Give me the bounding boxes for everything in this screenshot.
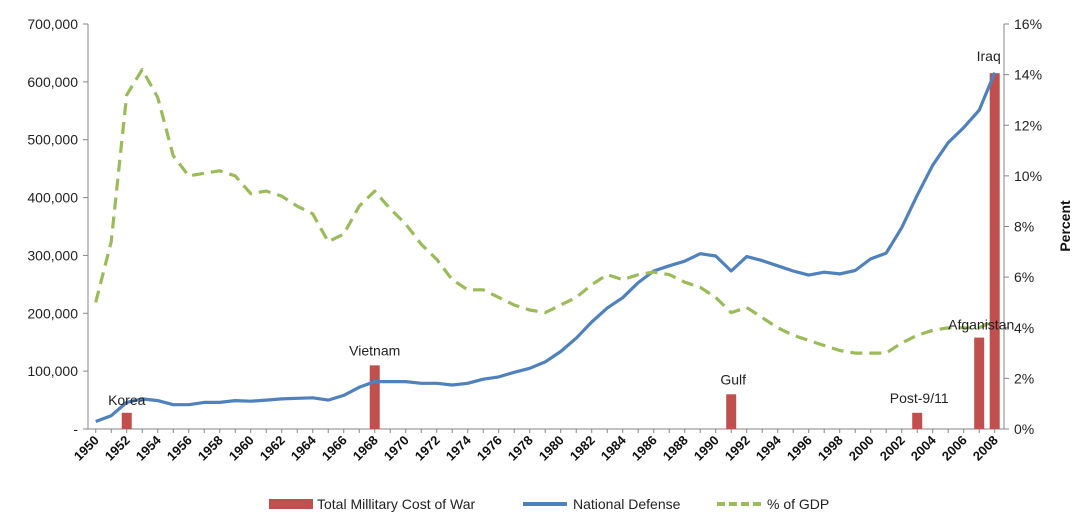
legend-dashed-swatch xyxy=(717,502,761,506)
x-tick-label: 1986 xyxy=(629,433,660,464)
national-defense-line xyxy=(95,71,997,423)
x-tick-label: 2000 xyxy=(846,433,877,464)
x-tick-label: 1992 xyxy=(722,433,753,464)
x-tick-label: 1998 xyxy=(815,433,846,464)
x-tick-label: 2004 xyxy=(908,432,940,464)
x-tick-label: 1968 xyxy=(350,433,381,464)
y-right-tick-label: 12% xyxy=(1014,117,1042,133)
annotation-label: Iraq xyxy=(977,48,1001,64)
x-tick-label: 1982 xyxy=(567,433,598,464)
y-right-tick-label: 0% xyxy=(1014,421,1034,437)
y-right-tick-label: 2% xyxy=(1014,370,1034,386)
x-tick-label: 1988 xyxy=(660,433,691,464)
legend-item-national-defense: National Defense xyxy=(523,494,680,514)
legend-line-swatch xyxy=(523,502,567,506)
legend-label-national-defense: National Defense xyxy=(573,496,681,512)
war-cost-bar xyxy=(726,394,737,429)
x-tick-label: 1990 xyxy=(691,433,722,464)
x-tick-label: 2008 xyxy=(970,433,1001,464)
x-tick-label: 1952 xyxy=(102,433,133,464)
x-tick-label: 1970 xyxy=(381,433,412,464)
right-axis-label: Percent xyxy=(1057,200,1073,252)
line-series xyxy=(94,67,997,423)
annotations: Korea Vietnam Gulf Post-9/11 Afganistan Iraq xyxy=(108,48,1014,408)
x-tick-label: 1956 xyxy=(164,433,195,464)
y-right-tick-label: 14% xyxy=(1014,67,1042,83)
annotation-label: Korea xyxy=(108,392,146,408)
annotation-label: Post-9/11 xyxy=(890,390,949,406)
x-tick-label: 1966 xyxy=(319,433,350,464)
annotation-label: Gulf xyxy=(720,371,746,387)
y-left-tick-label: 700,000 xyxy=(27,16,78,32)
x-tick-label: 1978 xyxy=(505,433,536,464)
x-tick-label: 1960 xyxy=(226,433,257,464)
war-cost-bar xyxy=(974,337,985,429)
y-right-tick-label: 4% xyxy=(1014,320,1034,336)
y-right-tick-label: 8% xyxy=(1014,219,1034,235)
x-tick-label: 1994 xyxy=(753,432,785,464)
legend-bar-swatch xyxy=(269,499,313,509)
legend: Total Millitary Cost of War National Def… xyxy=(0,494,1080,516)
x-tick-label: 1964 xyxy=(288,432,320,464)
y-left-tick-label: - xyxy=(73,421,78,437)
x-tick-label: 1954 xyxy=(133,432,165,464)
y-left-tick-label: 200,000 xyxy=(27,305,78,321)
x-tick-label: 1958 xyxy=(195,433,226,464)
x-tick-label: 1972 xyxy=(412,433,443,464)
bar-series xyxy=(121,73,1000,429)
war-cost-bar xyxy=(121,412,132,429)
annotation-label: Vietnam xyxy=(349,342,400,358)
x-tick-label: 1950 xyxy=(71,433,102,464)
x-tick-label: 1980 xyxy=(536,433,567,464)
gdp-percent-line xyxy=(94,67,996,355)
x-tick-label: 1974 xyxy=(443,432,475,464)
y-left-tick-label: 500,000 xyxy=(27,132,78,148)
x-tick-label: 1976 xyxy=(474,433,505,464)
x-tick-label: 1984 xyxy=(598,432,630,464)
legend-item-war-cost: Total Millitary Cost of War xyxy=(269,494,475,514)
legend-label-gdp: % of GDP xyxy=(767,496,830,512)
annotation-label: Afganistan xyxy=(948,317,1014,333)
legend-item-gdp: % of GDP xyxy=(717,494,829,514)
x-tick-label: 1996 xyxy=(784,433,815,464)
y-left-tick-label: 600,000 xyxy=(27,74,78,90)
war-cost-bar xyxy=(989,73,1000,429)
y-left-tick-label: 300,000 xyxy=(27,247,78,263)
y-right-tick-label: 6% xyxy=(1014,269,1034,285)
y-left-tick-label: 400,000 xyxy=(27,190,78,206)
x-tick-label: 2006 xyxy=(939,433,970,464)
x-tick-label: 2002 xyxy=(877,433,908,464)
y-left-tick-label: 100,000 xyxy=(27,363,78,379)
x-tick-label: 1962 xyxy=(257,433,288,464)
legend-label-war-cost: Total Millitary Cost of War xyxy=(317,496,476,512)
war-cost-bar xyxy=(369,365,380,429)
y-right-tick-label: 16% xyxy=(1014,16,1042,32)
y-right-tick-label: 10% xyxy=(1014,168,1042,184)
war-cost-bar xyxy=(912,412,923,429)
